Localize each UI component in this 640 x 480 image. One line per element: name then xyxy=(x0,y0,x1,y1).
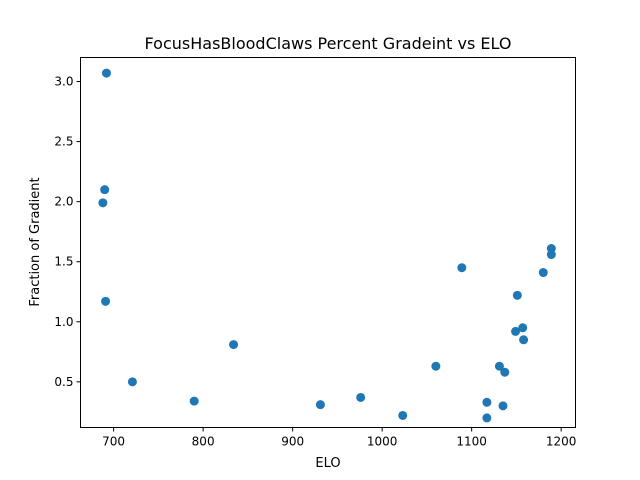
y-tick-label: 1.0 xyxy=(54,315,73,329)
data-point xyxy=(500,367,510,377)
data-point xyxy=(519,335,529,345)
data-point xyxy=(457,263,467,273)
data-point xyxy=(101,296,111,306)
x-axis-label: ELO xyxy=(315,456,340,471)
x-tick-label: 1000 xyxy=(367,435,398,449)
x-tick-label: 800 xyxy=(192,435,215,449)
data-point xyxy=(546,250,556,260)
y-tick-label: 3.0 xyxy=(54,75,73,89)
plot-frame xyxy=(80,57,576,428)
data-point xyxy=(98,198,108,208)
y-tick-label: 2.5 xyxy=(54,135,73,149)
data-point xyxy=(511,326,521,336)
x-tick-label: 700 xyxy=(102,435,125,449)
data-point xyxy=(431,361,441,371)
x-axis: 700 800 900 1000 1100 1200 xyxy=(102,427,577,449)
y-axis-label: Fraction of Gradient xyxy=(28,177,43,306)
y-tick-label: 2.0 xyxy=(54,195,73,209)
y-axis: 0.5 1.0 1.5 2.0 2.5 3.0 xyxy=(54,75,81,389)
data-point xyxy=(518,323,528,333)
data-point xyxy=(538,268,548,278)
data-point xyxy=(189,396,199,406)
y-tick-label: 1.5 xyxy=(54,255,73,269)
data-point xyxy=(498,401,508,411)
data-point xyxy=(512,290,522,300)
data-point xyxy=(100,185,110,195)
data-point xyxy=(482,413,492,423)
chart-title: FocusHasBloodClaws Percent Gradeint vs E… xyxy=(145,34,512,53)
y-tick-label: 0.5 xyxy=(54,375,73,389)
data-point xyxy=(101,68,111,78)
x-tick-label: 1200 xyxy=(546,435,577,449)
x-tick-label: 1100 xyxy=(456,435,487,449)
data-point xyxy=(398,410,408,420)
plot-area xyxy=(98,68,556,423)
data-point xyxy=(482,397,492,407)
data-point xyxy=(494,361,504,371)
data-point xyxy=(356,392,366,402)
x-tick-label: 900 xyxy=(281,435,304,449)
data-point xyxy=(315,400,325,410)
data-point xyxy=(127,377,137,387)
data-point xyxy=(229,340,239,350)
